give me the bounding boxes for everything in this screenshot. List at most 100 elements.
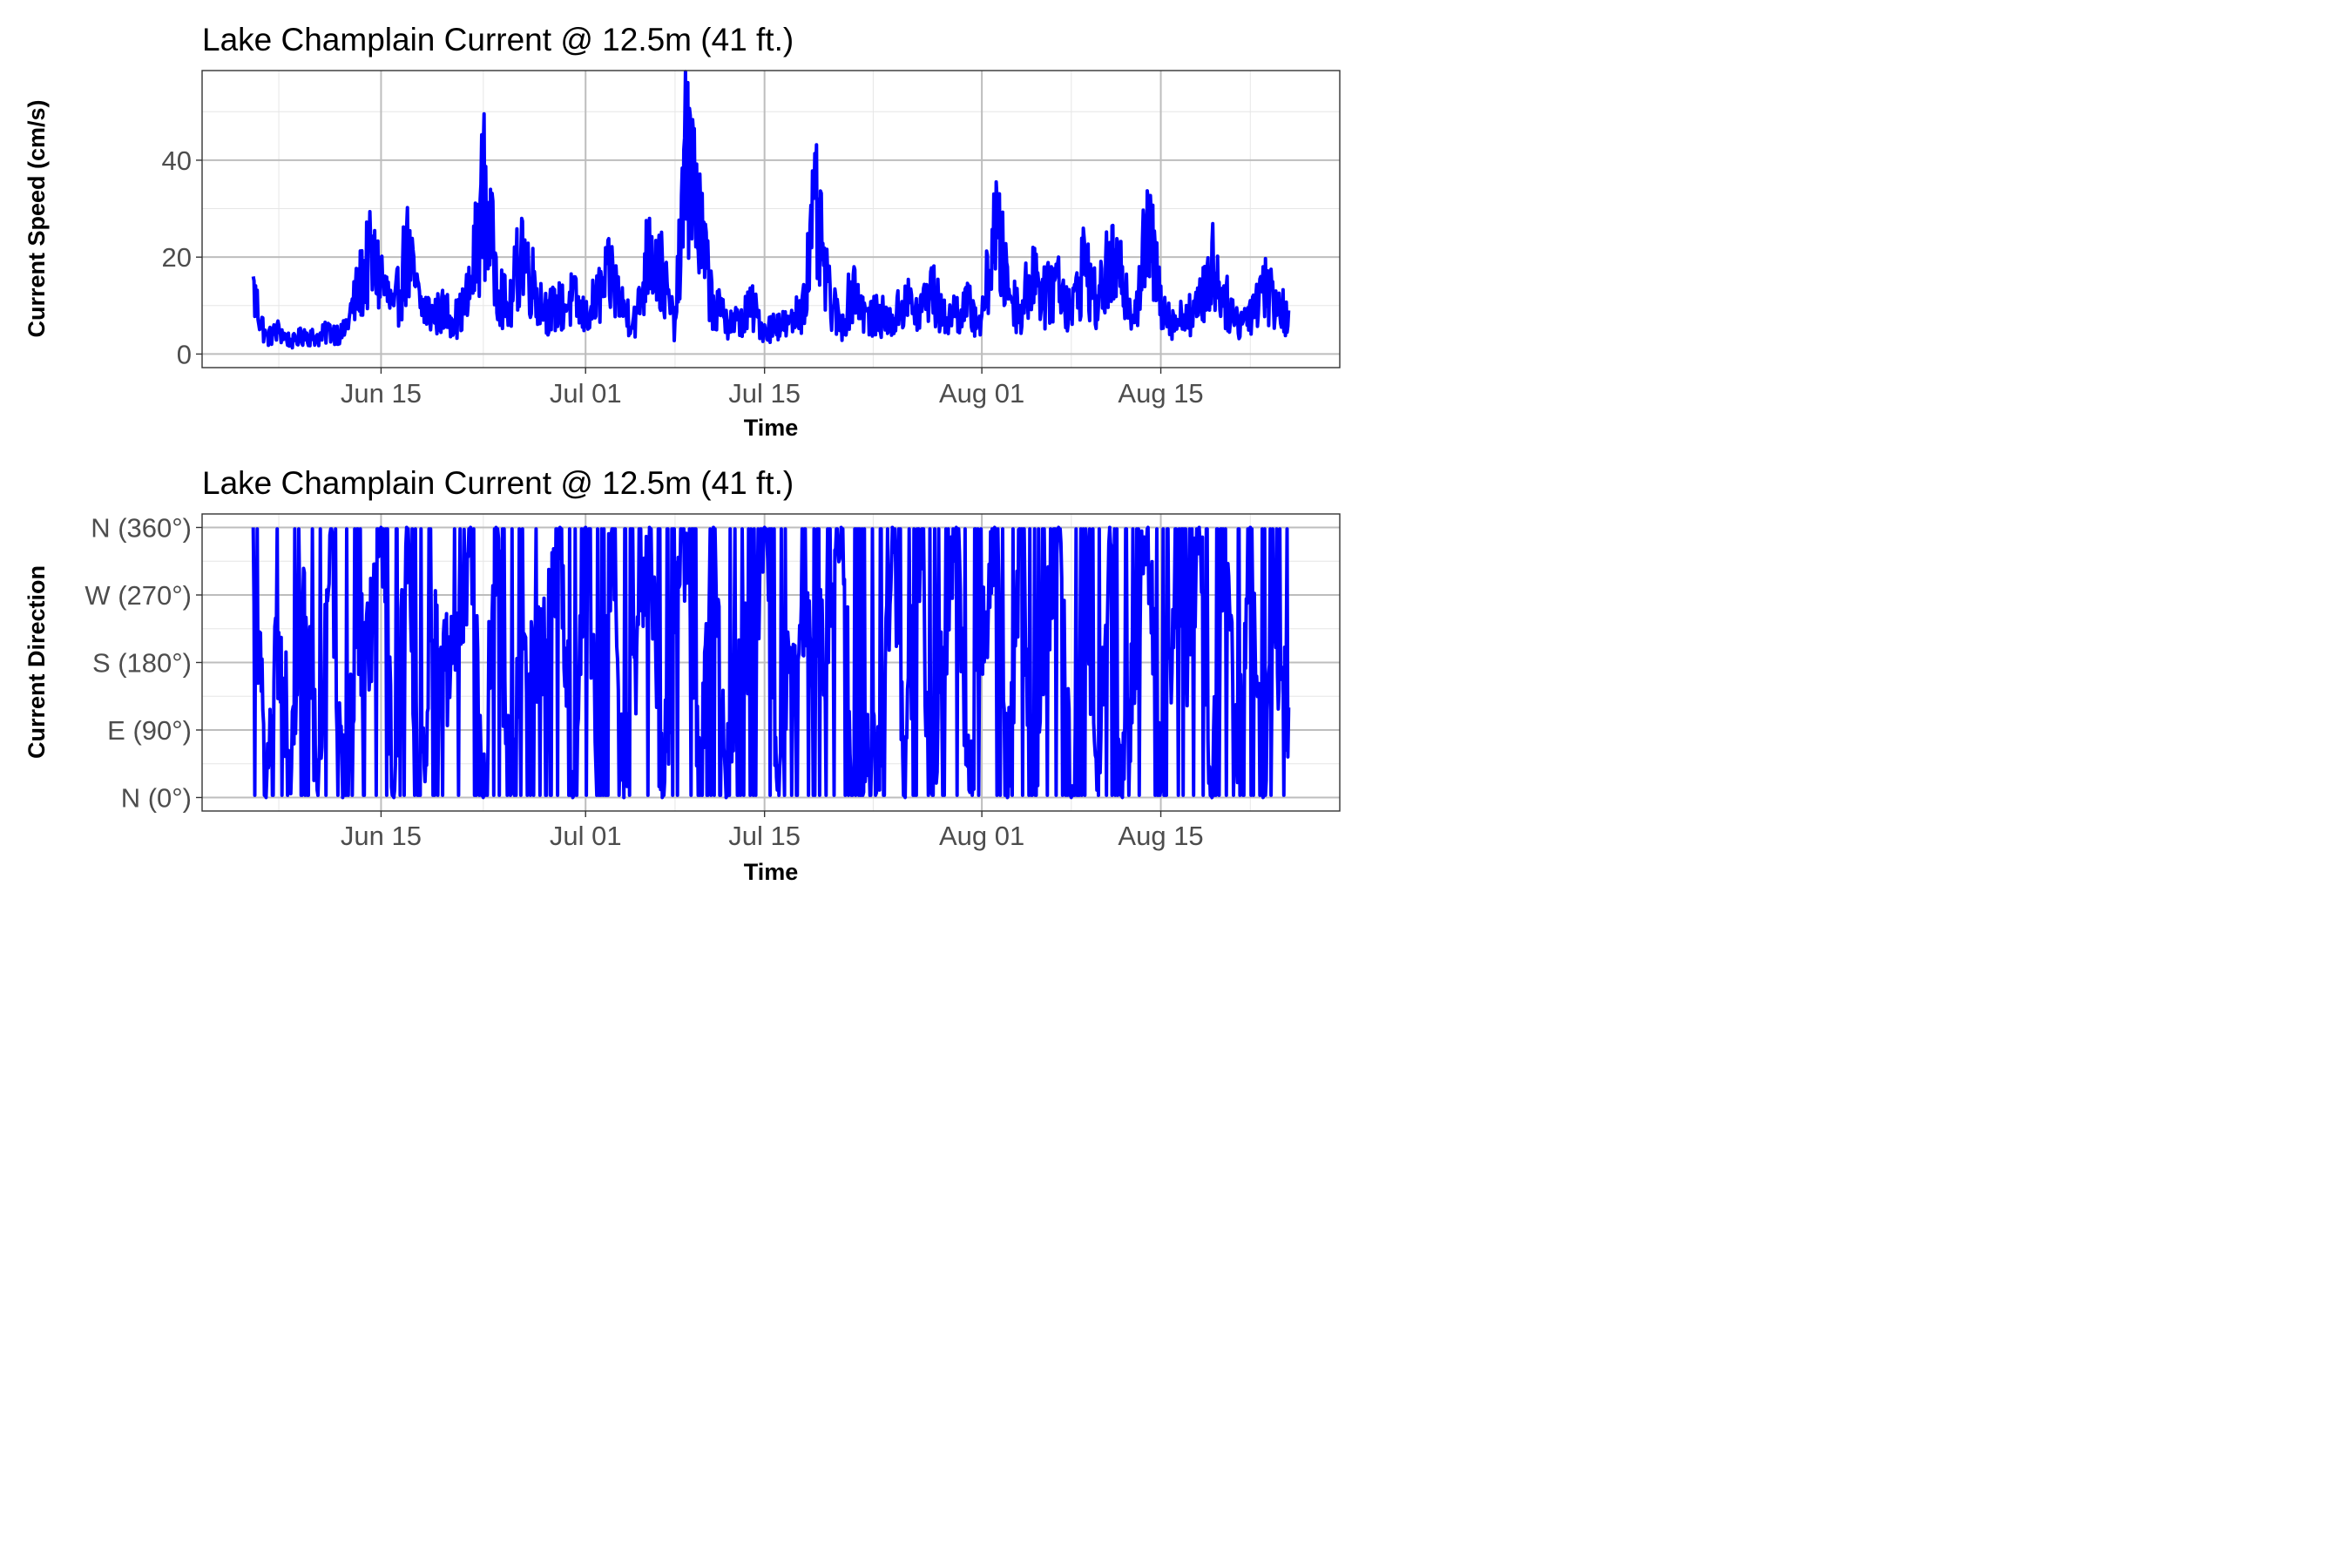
direction-data-point [405,526,409,530]
direction-series-layer [251,525,1291,800]
speed-y-axis-label: Current Speed (cm/s) [24,99,50,337]
direction-data-point [571,796,575,800]
direction-data-point [341,796,344,800]
speed-data-point [725,308,728,312]
direction-data-point [610,533,613,537]
direction-data-point [852,781,855,784]
speed-data-point [1210,240,1213,244]
speed-data-point [942,308,945,312]
direction-data-point [1198,526,1201,530]
direction-data-point [392,796,395,800]
speed-x-tick-label: Aug 15 [1118,378,1203,409]
direction-data-point [379,526,382,530]
speed-data-point [495,255,498,259]
direction-data-point [775,788,779,792]
direction-data-point [1095,788,1098,792]
speed-data-point [750,294,754,298]
direction-data-point [712,526,715,530]
direction-series-line [251,525,1291,800]
direction-x-tick-label: Jul 15 [728,821,801,851]
speed-data-point [660,255,664,259]
direction-data-point [1031,781,1035,784]
direction-data-point [315,788,319,792]
direction-data-point [1287,706,1290,709]
speed-data-point [1274,289,1278,293]
speed-data-point [558,294,562,298]
speed-data-point [315,333,319,336]
direction-data-point [750,645,754,649]
direction-data-point [430,639,434,642]
speed-x-axis-label: Time [744,415,799,441]
speed-data-point [456,308,459,312]
speed-data-point [916,304,920,308]
speed-data-point [379,255,382,259]
direction-data-point [277,631,280,634]
direction-data-point [1146,526,1150,530]
direction-data-point [980,653,983,657]
speed-data-point [1261,265,1265,268]
direction-x-tick-label: Jul 01 [550,821,622,851]
speed-data-point [1005,265,1009,268]
speed-x-tick-label: Jul 15 [728,378,801,409]
speed-data-point [1159,285,1163,288]
direction-data-point [1133,645,1137,649]
speed-data-point [1185,304,1188,308]
speed-data-point [252,274,255,278]
direction-data-point [1185,653,1188,657]
speed-series-layer [251,70,1291,350]
direction-data-point [1108,526,1112,530]
speed-data-point [865,308,868,312]
direction-data-point [533,653,537,657]
speed-data-point [1223,285,1227,288]
speed-data-point [1198,294,1201,298]
direction-data-point [967,788,970,792]
direction-data-point [788,645,792,649]
speed-data-point [341,328,344,332]
speed-data-point [328,323,332,327]
direction-data-point [1018,533,1022,537]
direction-x-axis-label: Time [744,859,799,885]
speed-x-tick-label: Aug 01 [939,378,1024,409]
speed-data-point [443,299,447,302]
direction-data-point [597,788,600,792]
direction-data-point [456,645,459,649]
speed-data-point [967,294,970,298]
speed-data-point [737,314,740,317]
direction-data-point [686,533,690,537]
direction-data-point [916,533,920,537]
direction-data-point [737,639,740,642]
direction-chart-title: Lake Champlain Current @ 12.5m (41 ft.) [202,465,794,501]
speed-data-point [929,270,932,274]
direction-data-point [1236,781,1240,784]
speed-data-point [1057,255,1060,259]
direction-data-point [1274,645,1278,649]
direction-y-tick-label: S (180°) [92,648,192,679]
speed-data-point [1108,240,1112,244]
speed-data-point [775,314,779,317]
speed-data-point [788,318,792,321]
direction-data-point [545,639,549,642]
direction-data-point [763,526,767,530]
speed-data-point [482,149,485,152]
direction-data-point [367,653,370,657]
speed-data-point [648,217,652,220]
speed-data-point [405,226,409,230]
direction-data-point [417,788,421,792]
direction-data-point [558,526,562,530]
direction-data-point [814,639,817,642]
speed-axis-ticks: Jun 15 Jul 01 Jul 15 Aug 01 Aug 15 0 20 40 [162,145,1204,409]
speed-chart-title: Lake Champlain Current @ 12.5m (41 ft.) [202,22,794,57]
speed-data-point [852,265,855,268]
direction-data-point [1172,645,1175,649]
speed-data-point [878,304,882,308]
direction-data-point [865,751,868,754]
direction-data-point [890,526,894,530]
speed-data-point [1133,299,1137,302]
direction-data-point [1070,796,1073,800]
speed-data-point [814,178,817,181]
direction-data-point [252,526,255,530]
direction-data-point [673,631,677,634]
direction-data-point [584,526,587,530]
speed-data-point [1248,299,1252,302]
speed-data-point [1095,294,1098,298]
